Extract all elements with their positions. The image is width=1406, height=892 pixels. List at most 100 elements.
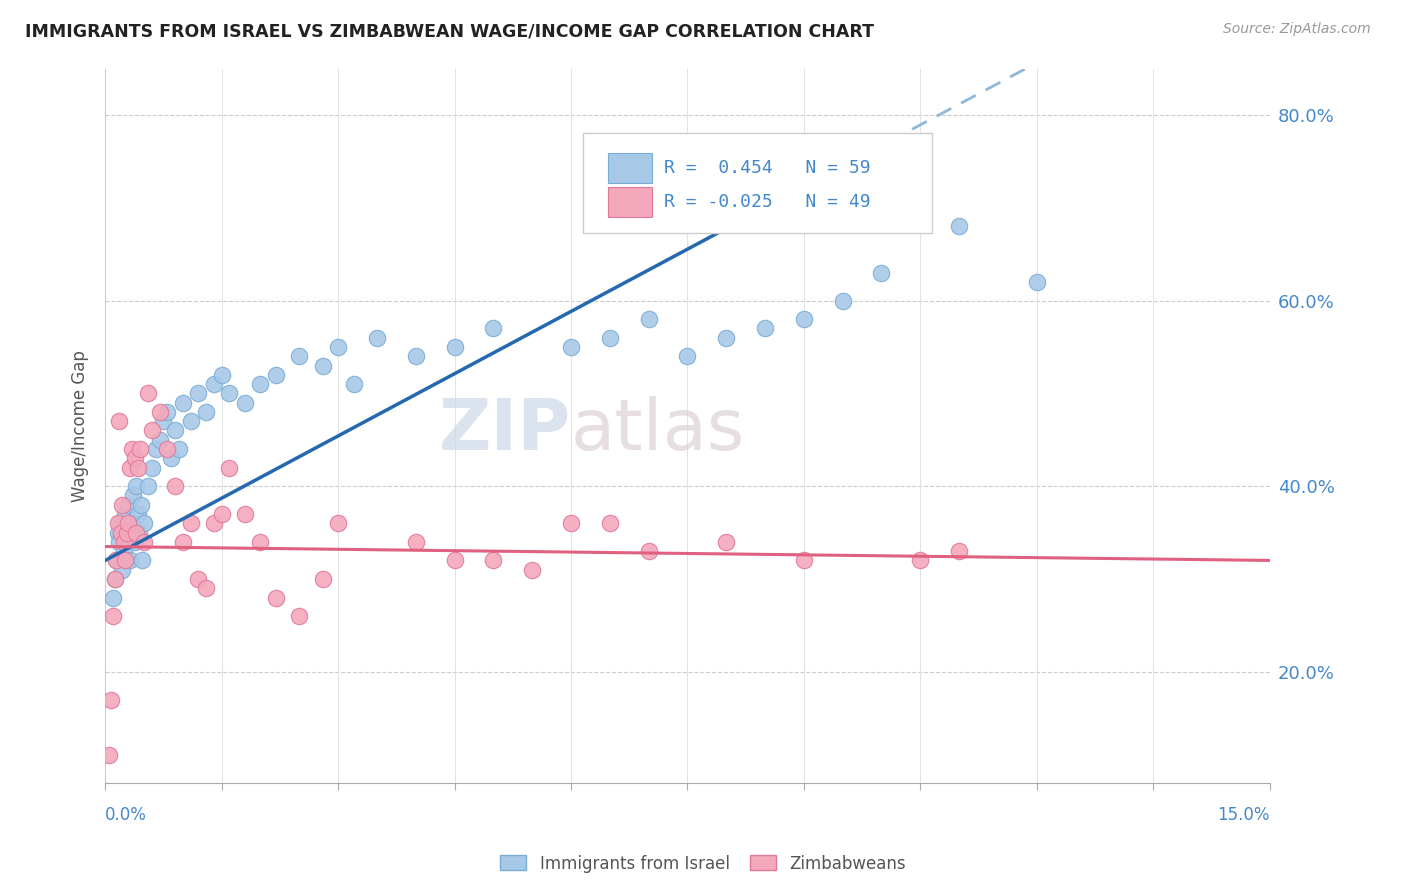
Point — [599, 516, 621, 531]
Point — [111, 563, 134, 577]
Point — [108, 414, 131, 428]
Point — [264, 591, 287, 605]
Point — [132, 516, 155, 531]
Point — [172, 395, 194, 409]
Point — [211, 507, 233, 521]
Point — [105, 553, 128, 567]
Text: ZIP: ZIP — [439, 396, 571, 465]
Point — [100, 692, 122, 706]
Point — [195, 581, 218, 595]
Point — [218, 460, 240, 475]
Point — [115, 525, 138, 540]
Point — [121, 442, 143, 456]
Bar — [609, 187, 652, 217]
Point — [676, 349, 699, 363]
Point — [560, 340, 582, 354]
Point — [443, 553, 465, 567]
Point — [233, 395, 256, 409]
Point — [637, 312, 659, 326]
Point — [148, 405, 170, 419]
Point — [218, 386, 240, 401]
Point — [152, 414, 174, 428]
Text: IMMIGRANTS FROM ISRAEL VS ZIMBABWEAN WAGE/INCOME GAP CORRELATION CHART: IMMIGRANTS FROM ISRAEL VS ZIMBABWEAN WAG… — [25, 22, 875, 40]
Point — [145, 442, 167, 456]
Point — [948, 544, 970, 558]
Point — [156, 405, 179, 419]
Point — [112, 534, 135, 549]
Point — [187, 386, 209, 401]
Point — [129, 442, 152, 456]
Point — [160, 451, 183, 466]
Point — [98, 748, 121, 763]
Point — [127, 507, 149, 521]
Y-axis label: Wage/Income Gap: Wage/Income Gap — [72, 350, 89, 502]
Point — [141, 424, 163, 438]
Point — [117, 498, 139, 512]
Bar — [609, 153, 652, 183]
Point — [136, 386, 159, 401]
Point — [115, 525, 138, 540]
Point — [405, 534, 427, 549]
Point — [122, 488, 145, 502]
Point — [264, 368, 287, 382]
Point — [202, 377, 225, 392]
Point — [131, 553, 153, 567]
Point — [405, 349, 427, 363]
FancyBboxPatch shape — [582, 133, 932, 233]
Point — [249, 377, 271, 392]
Point — [128, 525, 150, 540]
Point — [112, 544, 135, 558]
Point — [311, 359, 333, 373]
Point — [125, 479, 148, 493]
Point — [117, 516, 139, 531]
Point — [110, 516, 132, 531]
Point — [107, 516, 129, 531]
Point — [233, 507, 256, 521]
Point — [114, 507, 136, 521]
Point — [136, 479, 159, 493]
Point — [482, 321, 505, 335]
Point — [249, 534, 271, 549]
Point — [326, 340, 349, 354]
Point — [118, 553, 141, 567]
Point — [165, 424, 187, 438]
Point — [288, 609, 311, 624]
Point — [793, 312, 815, 326]
Point — [520, 563, 543, 577]
Point — [326, 516, 349, 531]
Point — [180, 414, 202, 428]
Point — [202, 516, 225, 531]
Point — [714, 534, 737, 549]
Point — [180, 516, 202, 531]
Point — [124, 534, 146, 549]
Point — [105, 553, 128, 567]
Text: 15.0%: 15.0% — [1218, 806, 1270, 824]
Point — [754, 321, 776, 335]
Point — [165, 479, 187, 493]
Point — [110, 525, 132, 540]
Text: R =  0.454   N = 59: R = 0.454 N = 59 — [664, 159, 870, 177]
Point — [132, 534, 155, 549]
Point — [195, 405, 218, 419]
Point — [831, 293, 853, 308]
Point — [443, 340, 465, 354]
Point — [101, 609, 124, 624]
Point — [599, 331, 621, 345]
Point — [148, 433, 170, 447]
Point — [637, 544, 659, 558]
Point — [172, 534, 194, 549]
Point — [482, 553, 505, 567]
Point — [793, 553, 815, 567]
Point — [108, 534, 131, 549]
Point — [125, 525, 148, 540]
Point — [211, 368, 233, 382]
Legend: Immigrants from Israel, Zimbabweans: Immigrants from Israel, Zimbabweans — [494, 848, 912, 880]
Point — [560, 516, 582, 531]
Point — [111, 498, 134, 512]
Point — [114, 553, 136, 567]
Point — [910, 553, 932, 567]
Text: atlas: atlas — [571, 396, 745, 465]
Point — [103, 572, 125, 586]
Point — [118, 460, 141, 475]
Point — [187, 572, 209, 586]
